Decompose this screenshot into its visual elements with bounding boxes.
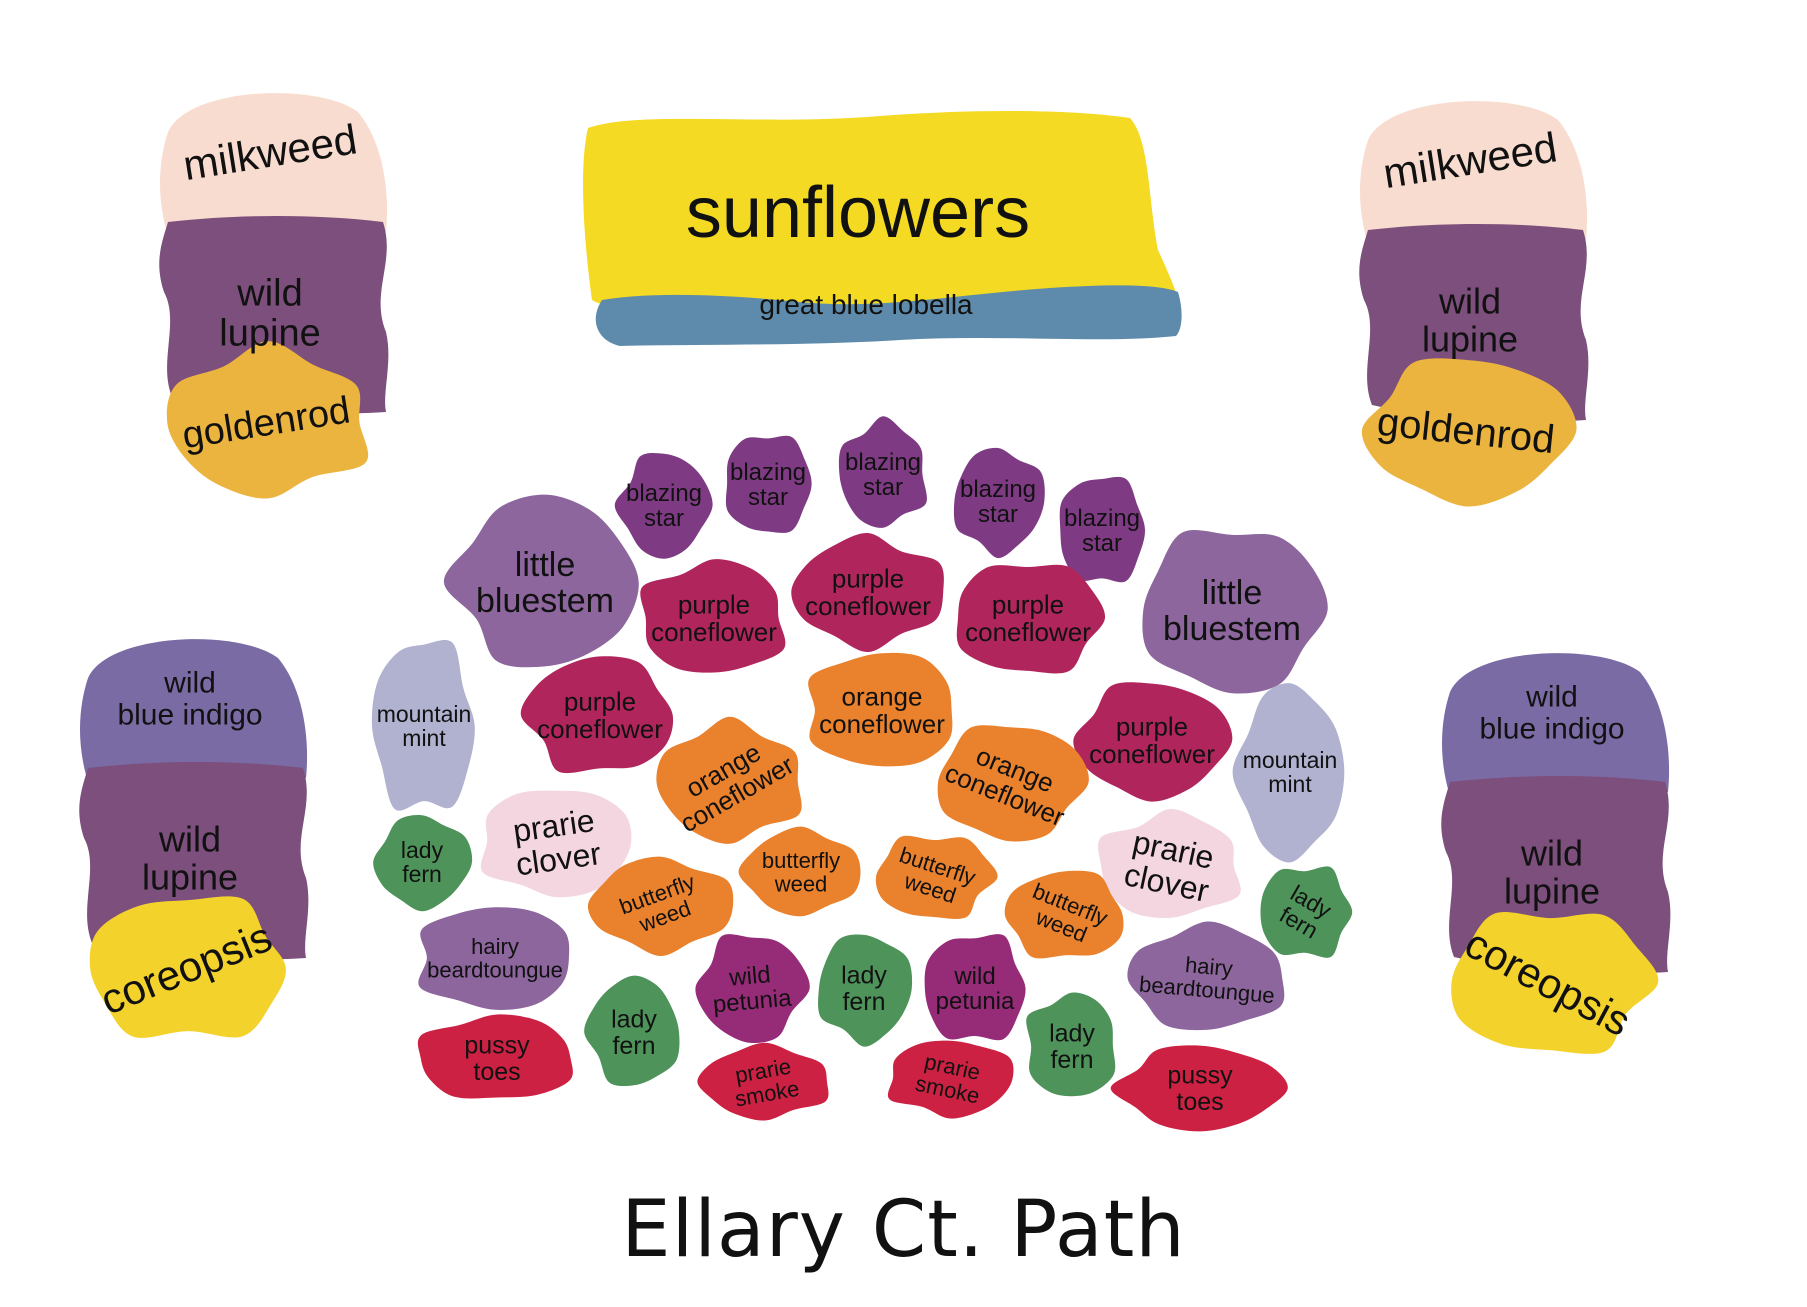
prairie-smoke-right-bed [887,1040,1014,1119]
lady-fern-2-bed [1260,866,1353,958]
blazing-star-5-bed [1059,476,1146,583]
purple-coneflower-4-bed [520,656,674,774]
great-blue-lobelia-label: great blue lobella [759,289,973,320]
hairy-beardtongue-right-bed [1127,921,1285,1031]
prairie-clover-left-label: prarieclover [509,802,604,883]
wild-lupine-label: wild lupine [1422,281,1518,360]
pussy-toes-left-label: pussy toes [464,1032,530,1086]
little-bluestem-right-bed [1142,530,1328,694]
prairie-smoke-left-bed [697,1042,829,1121]
blazing-star-2-label: blazing star [730,459,806,511]
orange-coneflower-1-label: orange coneflower [819,681,945,738]
blazing-star-4-bed [953,447,1045,559]
sunflowers-bed [583,111,1178,319]
wild-lupine-bed [159,216,389,414]
blazing-star-5-label: blazing star [1064,505,1140,557]
prairie-clover-right-bed [1098,808,1241,919]
blazing-star-2-bed [725,435,812,533]
goldenrod-bed [166,341,369,499]
coreopsis-bed [1451,911,1659,1054]
hairy-beardtongue-left-bed [418,907,570,1010]
lady-fern-4-label: lady fern [841,962,887,1016]
mountain-mint-right-label: mountain mint [1243,747,1338,797]
lady-fern-5-label: lady fern [1049,1020,1095,1074]
blazing-star-1-label: blazing star [626,480,702,532]
orange-coneflower-2-bed [656,716,802,844]
wild-lupine-label: wild lupine [219,272,320,354]
wild-blue-indigo-label: wild blue indigo [1479,681,1624,746]
little-bluestem-left-bed [443,494,639,668]
prairie-clover-left-bed [480,790,632,898]
mountain-mint-right-bed [1232,683,1345,863]
wild-petunia-right-label: wild petunia [936,963,1015,1015]
blazing-star-3-label: blazing star [845,449,921,501]
sunflowers-label: sunflowers [686,173,1030,253]
pussy-toes-right-label: pussy toes [1167,1062,1233,1116]
lady-fern-1-bed [373,814,473,912]
blazing-star-4-label: blazing star [960,476,1036,528]
butterfly-weed-1-label: butterfly weed [762,848,840,896]
pussy-toes-left-bed [417,1014,573,1099]
coreopsis-bed [89,896,286,1038]
plan-title: Ellary Ct. Path [621,1185,1186,1275]
butterfly-weed-3-bed [1004,870,1124,959]
orange-coneflower-3-bed [937,725,1089,842]
lady-fern-3-label: lady fern [611,1006,657,1060]
lady-fern-4-bed [818,934,913,1047]
purple-coneflower-2-bed [791,532,944,653]
wild-blue-indigo-bed [1442,653,1670,802]
pussy-toes-right-bed [1110,1045,1288,1132]
wild-petunia-right-bed [924,934,1026,1041]
purple-coneflower-5-bed [1073,682,1233,802]
lady-fern-3-bed [584,975,680,1087]
butterfly-weed-4-bed [587,856,734,957]
orange-coneflower-1-bed [808,652,953,767]
milkweed-bed [1360,101,1588,250]
purple-coneflower-2-label: purple coneflower [805,563,931,620]
purple-coneflower-4-label: purple coneflower [537,686,663,743]
wild-petunia-left-bed [695,934,810,1044]
milkweed-bed [160,93,388,242]
lady-fern-1-label: lady fern [401,837,444,887]
mountain-mint-left-label: mountain mint [377,701,472,751]
goldenrod-bed [1361,358,1577,507]
wild-blue-indigo-label: wild blue indigo [117,667,262,732]
purple-coneflower-5-label: purple coneflower [1089,711,1215,768]
wild-lupine-label: wild lupine [1504,833,1600,912]
blazing-star-1-bed [614,452,713,559]
hairy-beardtongue-left-label: hairy beardtoungue [427,934,563,982]
little-bluestem-right-label: little bluestem [1163,574,1301,648]
little-bluestem-left-label: little bluestem [476,546,614,620]
wild-lupine-label: wild lupine [142,819,238,898]
purple-coneflower-3-bed [956,564,1106,674]
butterfly-weed-2-bed [875,835,998,919]
mountain-mint-left-bed [371,640,475,811]
purple-coneflower-1-bed [640,559,786,673]
purple-coneflower-3-label: purple coneflower [965,589,1091,646]
butterfly-weed-1-bed [738,826,861,917]
lady-fern-5-bed [1026,992,1116,1097]
blazing-star-3-bed [838,416,927,528]
wild-blue-indigo-bed [80,639,308,788]
great-blue-lobelia-bed [595,285,1182,346]
purple-coneflower-1-label: purple coneflower [651,589,777,646]
